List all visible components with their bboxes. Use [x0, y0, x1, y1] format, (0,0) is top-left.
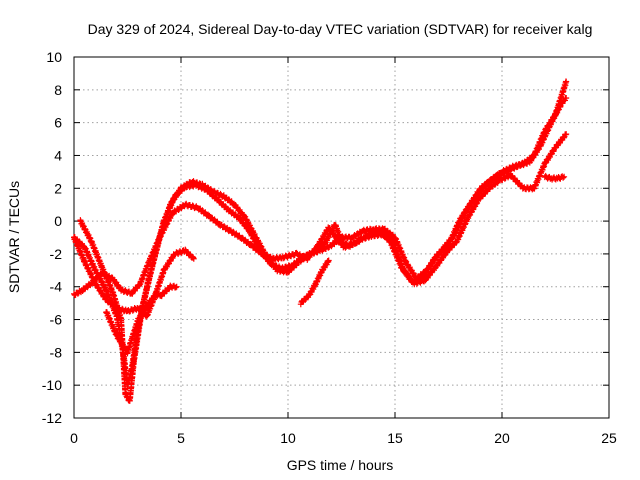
- x-tick-label: 5: [177, 430, 185, 446]
- x-tick-label: 0: [70, 430, 78, 446]
- x-tick-label: 25: [601, 430, 617, 446]
- chart-title: Day 329 of 2024, Sidereal Day-to-day VTE…: [88, 21, 593, 37]
- series-marker-path: [297, 257, 332, 308]
- y-tick-label: -4: [50, 279, 63, 295]
- y-tick-label: 8: [54, 82, 62, 98]
- series-marker-path: [71, 131, 570, 299]
- y-tick-label: 2: [54, 180, 62, 196]
- x-tick-label: 15: [387, 430, 403, 446]
- x-tick-label: 20: [494, 430, 510, 446]
- series-track-5: [103, 282, 180, 357]
- y-tick-label: -2: [50, 246, 63, 262]
- y-tick-label: 0: [54, 213, 62, 229]
- axis-ticks: 0 5 10 15 20 25 -12 -10 -8 -6 -4 -2 0 2 4 6 8 10: [42, 49, 617, 446]
- data-markers: [71, 78, 570, 404]
- y-tick-label: -8: [50, 344, 63, 360]
- series-marker-path: [103, 282, 180, 357]
- series-track-6: [297, 257, 332, 308]
- series-track-7: [541, 172, 568, 183]
- series-track-3: [71, 131, 570, 299]
- y-tick-label: 4: [54, 147, 62, 163]
- x-axis-label: GPS time / hours: [287, 457, 394, 473]
- x-tick-label: 10: [280, 430, 296, 446]
- y-axis-label: SDTVAR / TECUs: [6, 181, 22, 293]
- y-tick-label: 10: [46, 49, 62, 65]
- series-marker-path: [541, 172, 568, 183]
- y-tick-label: -6: [50, 312, 63, 328]
- y-tick-label: -10: [42, 377, 62, 393]
- y-tick-label: 6: [54, 115, 62, 131]
- y-tick-label: -12: [42, 410, 62, 426]
